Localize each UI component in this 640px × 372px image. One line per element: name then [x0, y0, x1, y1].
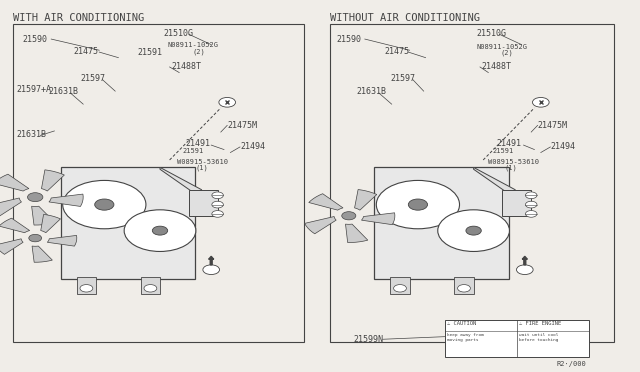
Bar: [141, 277, 160, 294]
Bar: [390, 277, 410, 294]
Text: WITH AIR CONDITIONING: WITH AIR CONDITIONING: [13, 13, 144, 23]
Text: wait until cool
before touching: wait until cool before touching: [519, 333, 558, 342]
Polygon shape: [362, 213, 395, 225]
Circle shape: [516, 265, 533, 275]
Polygon shape: [42, 170, 65, 191]
Text: (2): (2): [192, 49, 205, 55]
Polygon shape: [160, 167, 202, 216]
Circle shape: [212, 211, 223, 217]
Bar: [502, 190, 531, 216]
Circle shape: [376, 180, 460, 229]
Text: (2): (2): [500, 50, 513, 57]
FancyArrow shape: [209, 256, 214, 265]
Circle shape: [525, 201, 537, 208]
Text: 21591: 21591: [493, 148, 514, 154]
Polygon shape: [0, 218, 29, 233]
Text: N08911-1052G: N08911-1052G: [477, 44, 528, 49]
Text: (1): (1): [504, 165, 517, 171]
Circle shape: [408, 199, 428, 210]
Circle shape: [532, 97, 549, 107]
Text: 21631B: 21631B: [356, 87, 387, 96]
Bar: [189, 190, 218, 216]
Text: 21475M: 21475M: [538, 121, 568, 130]
Bar: [77, 277, 96, 294]
Circle shape: [212, 192, 223, 199]
Polygon shape: [305, 217, 336, 234]
Text: W08915-53610: W08915-53610: [488, 159, 539, 165]
Circle shape: [212, 201, 223, 208]
Circle shape: [438, 210, 509, 251]
Circle shape: [219, 97, 236, 107]
Text: R2·/000: R2·/000: [557, 361, 586, 367]
Text: 21475: 21475: [74, 47, 99, 56]
Text: 21491: 21491: [496, 140, 521, 148]
Polygon shape: [49, 194, 83, 206]
Text: 21488T: 21488T: [172, 62, 202, 71]
Text: 21631B: 21631B: [48, 87, 78, 96]
Circle shape: [466, 226, 481, 235]
Text: 21510G: 21510G: [477, 29, 507, 38]
Text: 21590: 21590: [336, 35, 361, 44]
Circle shape: [29, 234, 42, 242]
FancyArrow shape: [522, 256, 527, 265]
Text: W08915-53610: W08915-53610: [177, 159, 228, 165]
Text: 21475: 21475: [384, 47, 409, 56]
Text: 21475M: 21475M: [227, 121, 257, 130]
Text: 21494: 21494: [550, 142, 575, 151]
Text: 21494: 21494: [240, 142, 265, 151]
Polygon shape: [32, 246, 52, 262]
Text: 21597+A: 21597+A: [16, 85, 51, 94]
Polygon shape: [355, 189, 377, 210]
Text: (1): (1): [195, 165, 208, 171]
Bar: [374, 167, 509, 279]
Text: 21631B: 21631B: [16, 130, 46, 139]
Text: 21597: 21597: [80, 74, 105, 83]
Polygon shape: [0, 174, 29, 191]
Circle shape: [525, 192, 537, 199]
Text: 21591: 21591: [138, 48, 163, 57]
Circle shape: [124, 210, 196, 251]
Circle shape: [458, 285, 470, 292]
Polygon shape: [346, 224, 368, 243]
Text: 21591: 21591: [182, 148, 204, 154]
Text: ⚠ FIRE ENGINE: ⚠ FIRE ENGINE: [520, 321, 562, 326]
Text: 21488T: 21488T: [481, 62, 511, 71]
Text: 21599N: 21599N: [353, 335, 383, 344]
Text: 21491: 21491: [186, 140, 211, 148]
Polygon shape: [41, 214, 61, 233]
Polygon shape: [474, 167, 515, 216]
Bar: [454, 277, 474, 294]
Circle shape: [80, 285, 93, 292]
Polygon shape: [47, 235, 77, 246]
Bar: [330, 24, 614, 342]
Circle shape: [203, 265, 220, 275]
Polygon shape: [0, 239, 23, 254]
Polygon shape: [31, 206, 55, 225]
Text: keep away from
moving parts: keep away from moving parts: [447, 333, 483, 342]
Text: 21510G: 21510G: [163, 29, 193, 38]
Text: N08911-1052G: N08911-1052G: [168, 42, 219, 48]
Circle shape: [342, 212, 356, 220]
Bar: [13, 24, 304, 342]
Bar: [61, 167, 195, 279]
Circle shape: [152, 226, 168, 235]
Circle shape: [394, 285, 406, 292]
Bar: [445, 320, 589, 357]
Circle shape: [63, 180, 146, 229]
Polygon shape: [0, 198, 22, 216]
Circle shape: [525, 211, 537, 217]
Circle shape: [95, 199, 114, 210]
Text: 21590: 21590: [22, 35, 47, 44]
Text: 21597: 21597: [390, 74, 415, 83]
Circle shape: [144, 285, 157, 292]
Polygon shape: [308, 194, 343, 210]
Text: ⚠ CAUTION: ⚠ CAUTION: [447, 321, 477, 326]
Text: WITHOUT AIR CONDITIONING: WITHOUT AIR CONDITIONING: [330, 13, 479, 23]
Circle shape: [28, 193, 43, 202]
